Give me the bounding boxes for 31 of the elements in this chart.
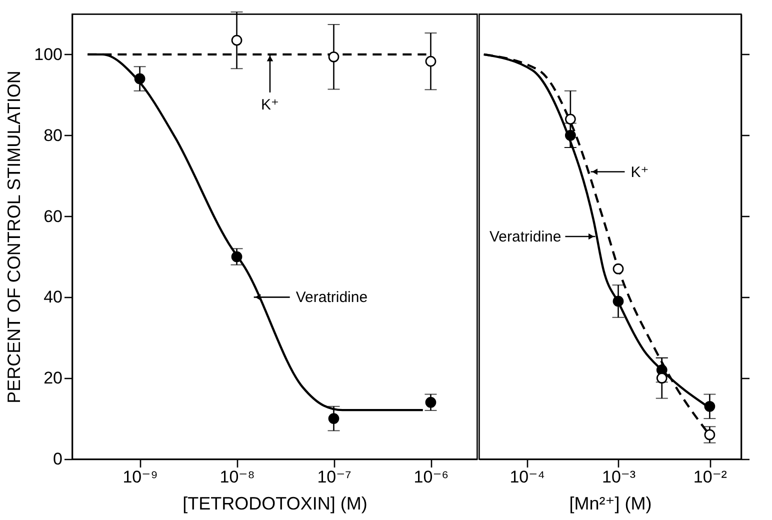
point (656, 372, 668, 384)
y-tick-label: 100 (34, 44, 62, 64)
point (704, 429, 716, 440)
y-axis-title: PERCENT OF CONTROL STIMULATION (4, 70, 24, 404)
point (564, 114, 576, 125)
arrow-note: K⁺ (590, 164, 649, 181)
arrow-note: Veratridine (254, 289, 368, 306)
x-tick-label: 10⁻⁷ (317, 468, 352, 486)
arrow-note: K⁺ (261, 54, 279, 114)
x-tick-label: 10⁻⁴ (510, 468, 545, 486)
point (612, 263, 624, 274)
x-tick-label: 10⁻⁶ (414, 468, 449, 486)
y-tick-label: 80 (44, 126, 62, 145)
y-tick-label: 20 (44, 368, 62, 388)
x-tick-label: 10⁻² (693, 468, 728, 486)
arrow-note: Veratridine (490, 228, 596, 246)
x-tick-label: 10⁻³ (602, 468, 636, 486)
y-tick-label: 40 (44, 288, 62, 307)
x-axis-title: [Mn²⁺] (M) (569, 494, 652, 514)
x-tick-label: 10⁻⁹ (122, 468, 158, 486)
annotation: Veratridine (296, 289, 368, 306)
annotation: K⁺ (630, 164, 649, 181)
point (564, 130, 576, 141)
y-tick-label: 60 (44, 206, 62, 226)
y-tick-label: 0 (53, 450, 62, 468)
annotation: K⁺ (261, 96, 279, 114)
x-axis-title: [TETRODOTOXIN] (M) (182, 494, 368, 514)
point (704, 400, 716, 412)
annotation: Veratridine (490, 228, 562, 246)
point (612, 296, 624, 307)
x-tick-label: 10⁻⁸ (220, 468, 255, 486)
